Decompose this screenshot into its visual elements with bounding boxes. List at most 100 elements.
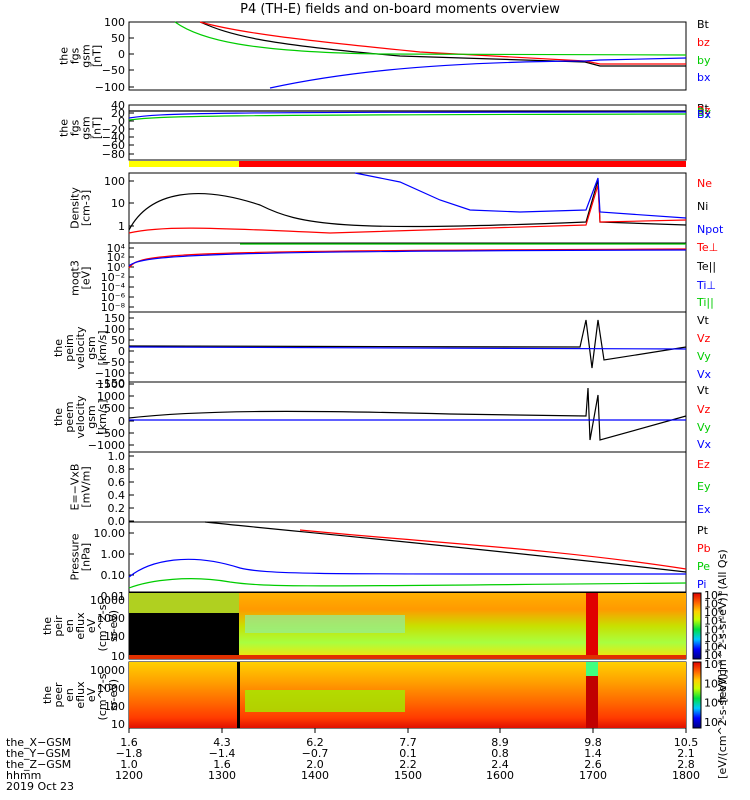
curve-pt bbox=[204, 521, 687, 573]
mode-bar-slow bbox=[129, 161, 239, 167]
ytick-label: 100 bbox=[104, 175, 125, 188]
legend-Vy: Vy bbox=[697, 421, 711, 434]
ylabel-line: the bbox=[41, 617, 54, 635]
footer-value: 9.8 bbox=[584, 736, 602, 749]
footer-value: 1.4 bbox=[584, 747, 602, 760]
spectrogram-electron-event bbox=[586, 662, 598, 728]
legend-Ne: Ne bbox=[697, 177, 712, 190]
colorbar-top-tick: 10⁵ bbox=[704, 615, 722, 628]
ylabel-line: the bbox=[52, 408, 65, 426]
ylabel-line: eV bbox=[85, 687, 98, 702]
ylabel-line: fgs bbox=[69, 119, 82, 136]
legend-Vx: Vx bbox=[697, 438, 712, 451]
footer-value: 7.7 bbox=[399, 736, 417, 749]
footer-value: 1800 bbox=[672, 769, 700, 782]
legend-Vt: Vt bbox=[697, 384, 710, 397]
ytick-label: 10⁴ bbox=[107, 242, 126, 255]
ytick-label: 10⁻⁶ bbox=[101, 291, 126, 304]
ylabel-line: E=−VxB bbox=[69, 464, 82, 511]
ylabel-line: eflux bbox=[74, 612, 87, 640]
ytick-label: 1.00 bbox=[101, 548, 126, 561]
ytick-label: 10⁻⁸ bbox=[101, 301, 126, 314]
ytick-label: 0.4 bbox=[108, 489, 126, 502]
ytick-label: −150 bbox=[95, 377, 125, 390]
footer-value: 1.6 bbox=[213, 758, 231, 771]
ylabel-line: [eV] bbox=[80, 267, 93, 290]
ylabel-line: eV bbox=[85, 618, 98, 633]
curve-ne bbox=[128, 184, 687, 234]
footer-value: 1400 bbox=[301, 769, 329, 782]
footer-value: 2.0 bbox=[306, 758, 324, 771]
legend-Ey: Ey bbox=[697, 480, 711, 493]
legend-Vt: Vt bbox=[697, 314, 710, 327]
legend-bx: bx bbox=[697, 71, 711, 84]
ylabel-line: velocity bbox=[74, 395, 87, 438]
ytick-label: 0 bbox=[118, 48, 125, 61]
colorbar-top-tick: 10⁶ bbox=[704, 606, 723, 619]
legend-Npot: Npot bbox=[697, 223, 724, 236]
spectrogram-electron-fill bbox=[129, 662, 686, 728]
footer-row-label: the_Z−GSM bbox=[6, 758, 71, 771]
curve-bt bbox=[199, 21, 686, 67]
ylabel-line: velocity bbox=[74, 326, 87, 369]
curve-bx2 bbox=[128, 111, 687, 119]
footer-date: 2019 Oct 23 bbox=[6, 780, 74, 793]
spectrogram-electron-top bbox=[586, 662, 598, 676]
colorbars: 10⁸10⁷10⁶10⁵10⁴10³10²10¹10⁸10⁶10⁴10²[eV/… bbox=[692, 549, 729, 779]
ytick-label: −100 bbox=[95, 367, 125, 380]
curve-vt bbox=[128, 319, 687, 369]
panel-7: 1.00.80.60.40.20.0 E=−VxB[mV/m] Ez Ey Ex bbox=[69, 450, 711, 528]
ylabel-line: gsm bbox=[80, 44, 93, 67]
ytick-label: 50 bbox=[111, 334, 125, 347]
panel-frame bbox=[128, 381, 687, 453]
curve-ni bbox=[128, 179, 687, 231]
spectrogram-ion-upper bbox=[129, 593, 239, 613]
footer-value: 2.8 bbox=[677, 758, 695, 771]
ylabel-line: [nT] bbox=[91, 117, 104, 139]
colorbar-top-tick: 10⁸ bbox=[704, 589, 723, 602]
curve-pi bbox=[128, 558, 687, 578]
legend-Bt: Bt bbox=[697, 18, 710, 31]
footer-row-label: the_X−GSM bbox=[6, 736, 71, 749]
curve-vt2 bbox=[128, 387, 687, 441]
ytick-label: 150 bbox=[104, 312, 125, 325]
footer-value: 1300 bbox=[208, 769, 236, 782]
legend-Ti||: Ti|| bbox=[696, 296, 714, 309]
footer-value: 0.1 bbox=[399, 747, 417, 760]
ytick-label: −1000 bbox=[88, 439, 125, 452]
curve-pe bbox=[128, 578, 687, 589]
footer-value: −1.8 bbox=[116, 747, 143, 760]
ytick-label: 20 bbox=[111, 107, 125, 120]
ylabel-line: [km/s] bbox=[96, 330, 109, 365]
ytick-label: 10000 bbox=[90, 664, 125, 677]
colorbar-top-tick: 10⁷ bbox=[704, 598, 722, 611]
ytick-label: −20 bbox=[102, 123, 125, 136]
legend-by: by bbox=[697, 54, 711, 67]
ylabel-line: [cm-3] bbox=[80, 190, 93, 226]
legend-Pt: Pt bbox=[697, 524, 709, 537]
panel-frame bbox=[128, 104, 687, 161]
ylabel-line: (cm^2-s- bbox=[96, 601, 109, 652]
panel-frame bbox=[128, 172, 687, 244]
legend-Ti⊥: Ti⊥ bbox=[696, 279, 716, 292]
colorbar-top bbox=[692, 592, 702, 660]
colorbar-bottom-tick: 10⁴ bbox=[704, 697, 723, 710]
ytick-label: 0 bbox=[118, 115, 125, 128]
footer-value: 1200 bbox=[115, 769, 143, 782]
footer-value: 1500 bbox=[394, 769, 422, 782]
ytick-label: 1.0 bbox=[108, 450, 126, 463]
footer-value: 2.2 bbox=[399, 758, 417, 771]
colorbar-bottom bbox=[692, 661, 702, 729]
ytick-label: 1500 bbox=[97, 378, 125, 391]
ytick-label: 100 bbox=[104, 323, 125, 336]
ytick-label: 0 bbox=[118, 415, 125, 428]
colorbar-bottom-tick: 10⁸ bbox=[704, 658, 723, 671]
curve-by bbox=[174, 21, 687, 56]
ytick-label: −50 bbox=[102, 64, 125, 77]
ytick-label: −80 bbox=[102, 148, 125, 161]
legend-Vy: Vy bbox=[697, 350, 711, 363]
ytick-label: 40 bbox=[111, 99, 125, 112]
